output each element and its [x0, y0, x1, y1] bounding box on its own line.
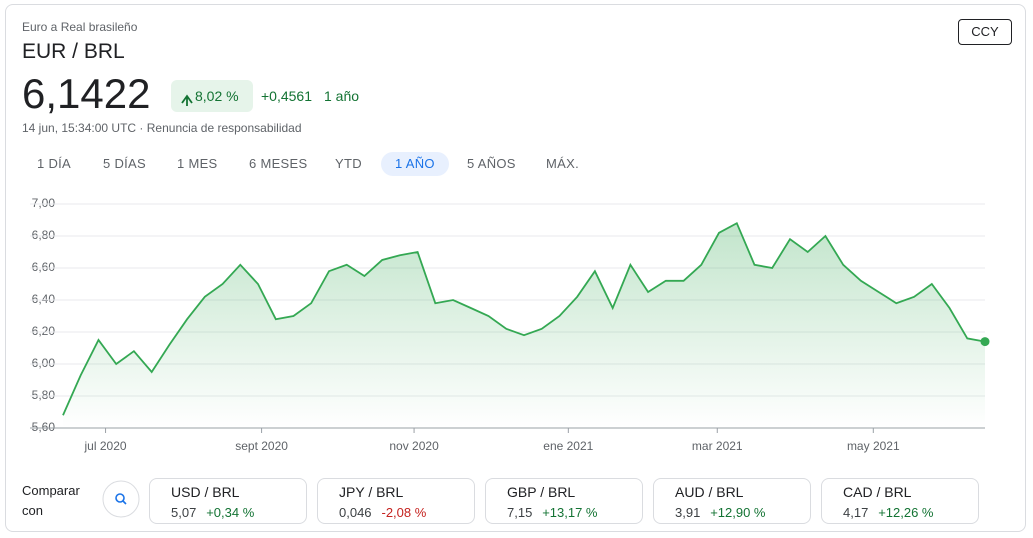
- change-abs: +0,4561: [261, 88, 312, 104]
- price: 6,1422: [22, 70, 151, 117]
- card-change: +0,34 %: [206, 505, 255, 520]
- compare-card[interactable]: GBP / BRL 7,15 +13,17 %: [485, 478, 643, 524]
- search-icon: [122, 500, 127, 505]
- card-price: 3,91: [675, 505, 701, 520]
- y-tick-label: 6,40: [32, 292, 56, 306]
- x-tick-label: ene 2021: [543, 439, 593, 453]
- compare-card[interactable]: CAD / BRL 4,17 +12,26 %: [821, 478, 979, 524]
- pair: EUR / BRL: [22, 40, 125, 63]
- y-tick-label: 7,00: [32, 196, 56, 210]
- line: [62, 221, 986, 416]
- disclaimer[interactable]: Renuncia de responsabilidad: [146, 121, 302, 135]
- compare-card[interactable]: JPY / BRL 0,046 -2,08 %: [317, 478, 475, 524]
- compare-label: Comparar con: [22, 483, 80, 518]
- ccy-button[interactable]: CCY: [958, 19, 1012, 45]
- tab[interactable]: 1 MES: [177, 156, 218, 171]
- card-change: +12,90 %: [710, 505, 766, 520]
- card-change: +13,17 %: [542, 505, 598, 520]
- timestamp-line: 14 jun, 15:34:00 UTC · Renuncia de respo…: [22, 121, 302, 135]
- x-tick-label: mar 2021: [692, 439, 743, 453]
- change-badge: [171, 80, 253, 112]
- tab[interactable]: 5 DÍAS: [103, 156, 146, 171]
- y-tick-label: 6,20: [32, 324, 56, 338]
- compare-card[interactable]: USD / BRL 5,07 +0,34 %: [149, 478, 307, 524]
- tab[interactable]: 1 AÑO: [381, 152, 449, 176]
- tab[interactable]: MÁX.: [546, 156, 579, 171]
- x-tick-label: may 2021: [847, 439, 900, 453]
- timestamp: 14 jun, 15:34:00 UTC: [22, 121, 137, 135]
- card-pair: USD / BRL: [171, 484, 240, 500]
- area: [63, 223, 985, 428]
- card-pair: GBP / BRL: [507, 484, 576, 500]
- x-tick-label: jul 2020: [84, 439, 127, 453]
- card-pair: CAD / BRL: [843, 484, 912, 500]
- up-arrow: [181, 94, 193, 106]
- y-tick-label: 5,60: [32, 420, 56, 434]
- card-change: -2,08 %: [381, 505, 427, 520]
- y-tick-label: 6,60: [32, 260, 56, 274]
- y-tick-label: 5,80: [32, 388, 56, 402]
- y-tick-label: 6,00: [32, 356, 56, 370]
- x-tick-label: sept 2020: [235, 439, 288, 453]
- tab[interactable]: 6 MESES: [249, 156, 308, 171]
- card-price: 5,07: [171, 505, 197, 520]
- period: 1 año: [324, 88, 360, 104]
- end-dot: [980, 337, 990, 347]
- frame: [5, 4, 1026, 532]
- subtitle: Euro a Real brasileño: [22, 20, 138, 34]
- card-price: 0,046: [339, 505, 372, 520]
- compare-card[interactable]: AUD / BRL 3,91 +12,90 %: [653, 478, 811, 524]
- search-button[interactable]: [102, 480, 140, 518]
- card-price: 4,17: [843, 505, 869, 520]
- card-price: 7,15: [507, 505, 533, 520]
- x-tick-label: nov 2020: [389, 439, 439, 453]
- card-pair: JPY / BRL: [339, 484, 404, 500]
- tab[interactable]: YTD: [335, 156, 362, 171]
- y-tick-label: 6,80: [32, 228, 56, 242]
- tab[interactable]: 5 AÑOS: [467, 156, 516, 171]
- card-pair: AUD / BRL: [675, 484, 744, 500]
- card-change: +12,26 %: [878, 505, 934, 520]
- tab[interactable]: 1 DÍA: [37, 156, 72, 171]
- change-pct: 8,02 %: [195, 88, 239, 104]
- search-icon: [115, 493, 125, 503]
